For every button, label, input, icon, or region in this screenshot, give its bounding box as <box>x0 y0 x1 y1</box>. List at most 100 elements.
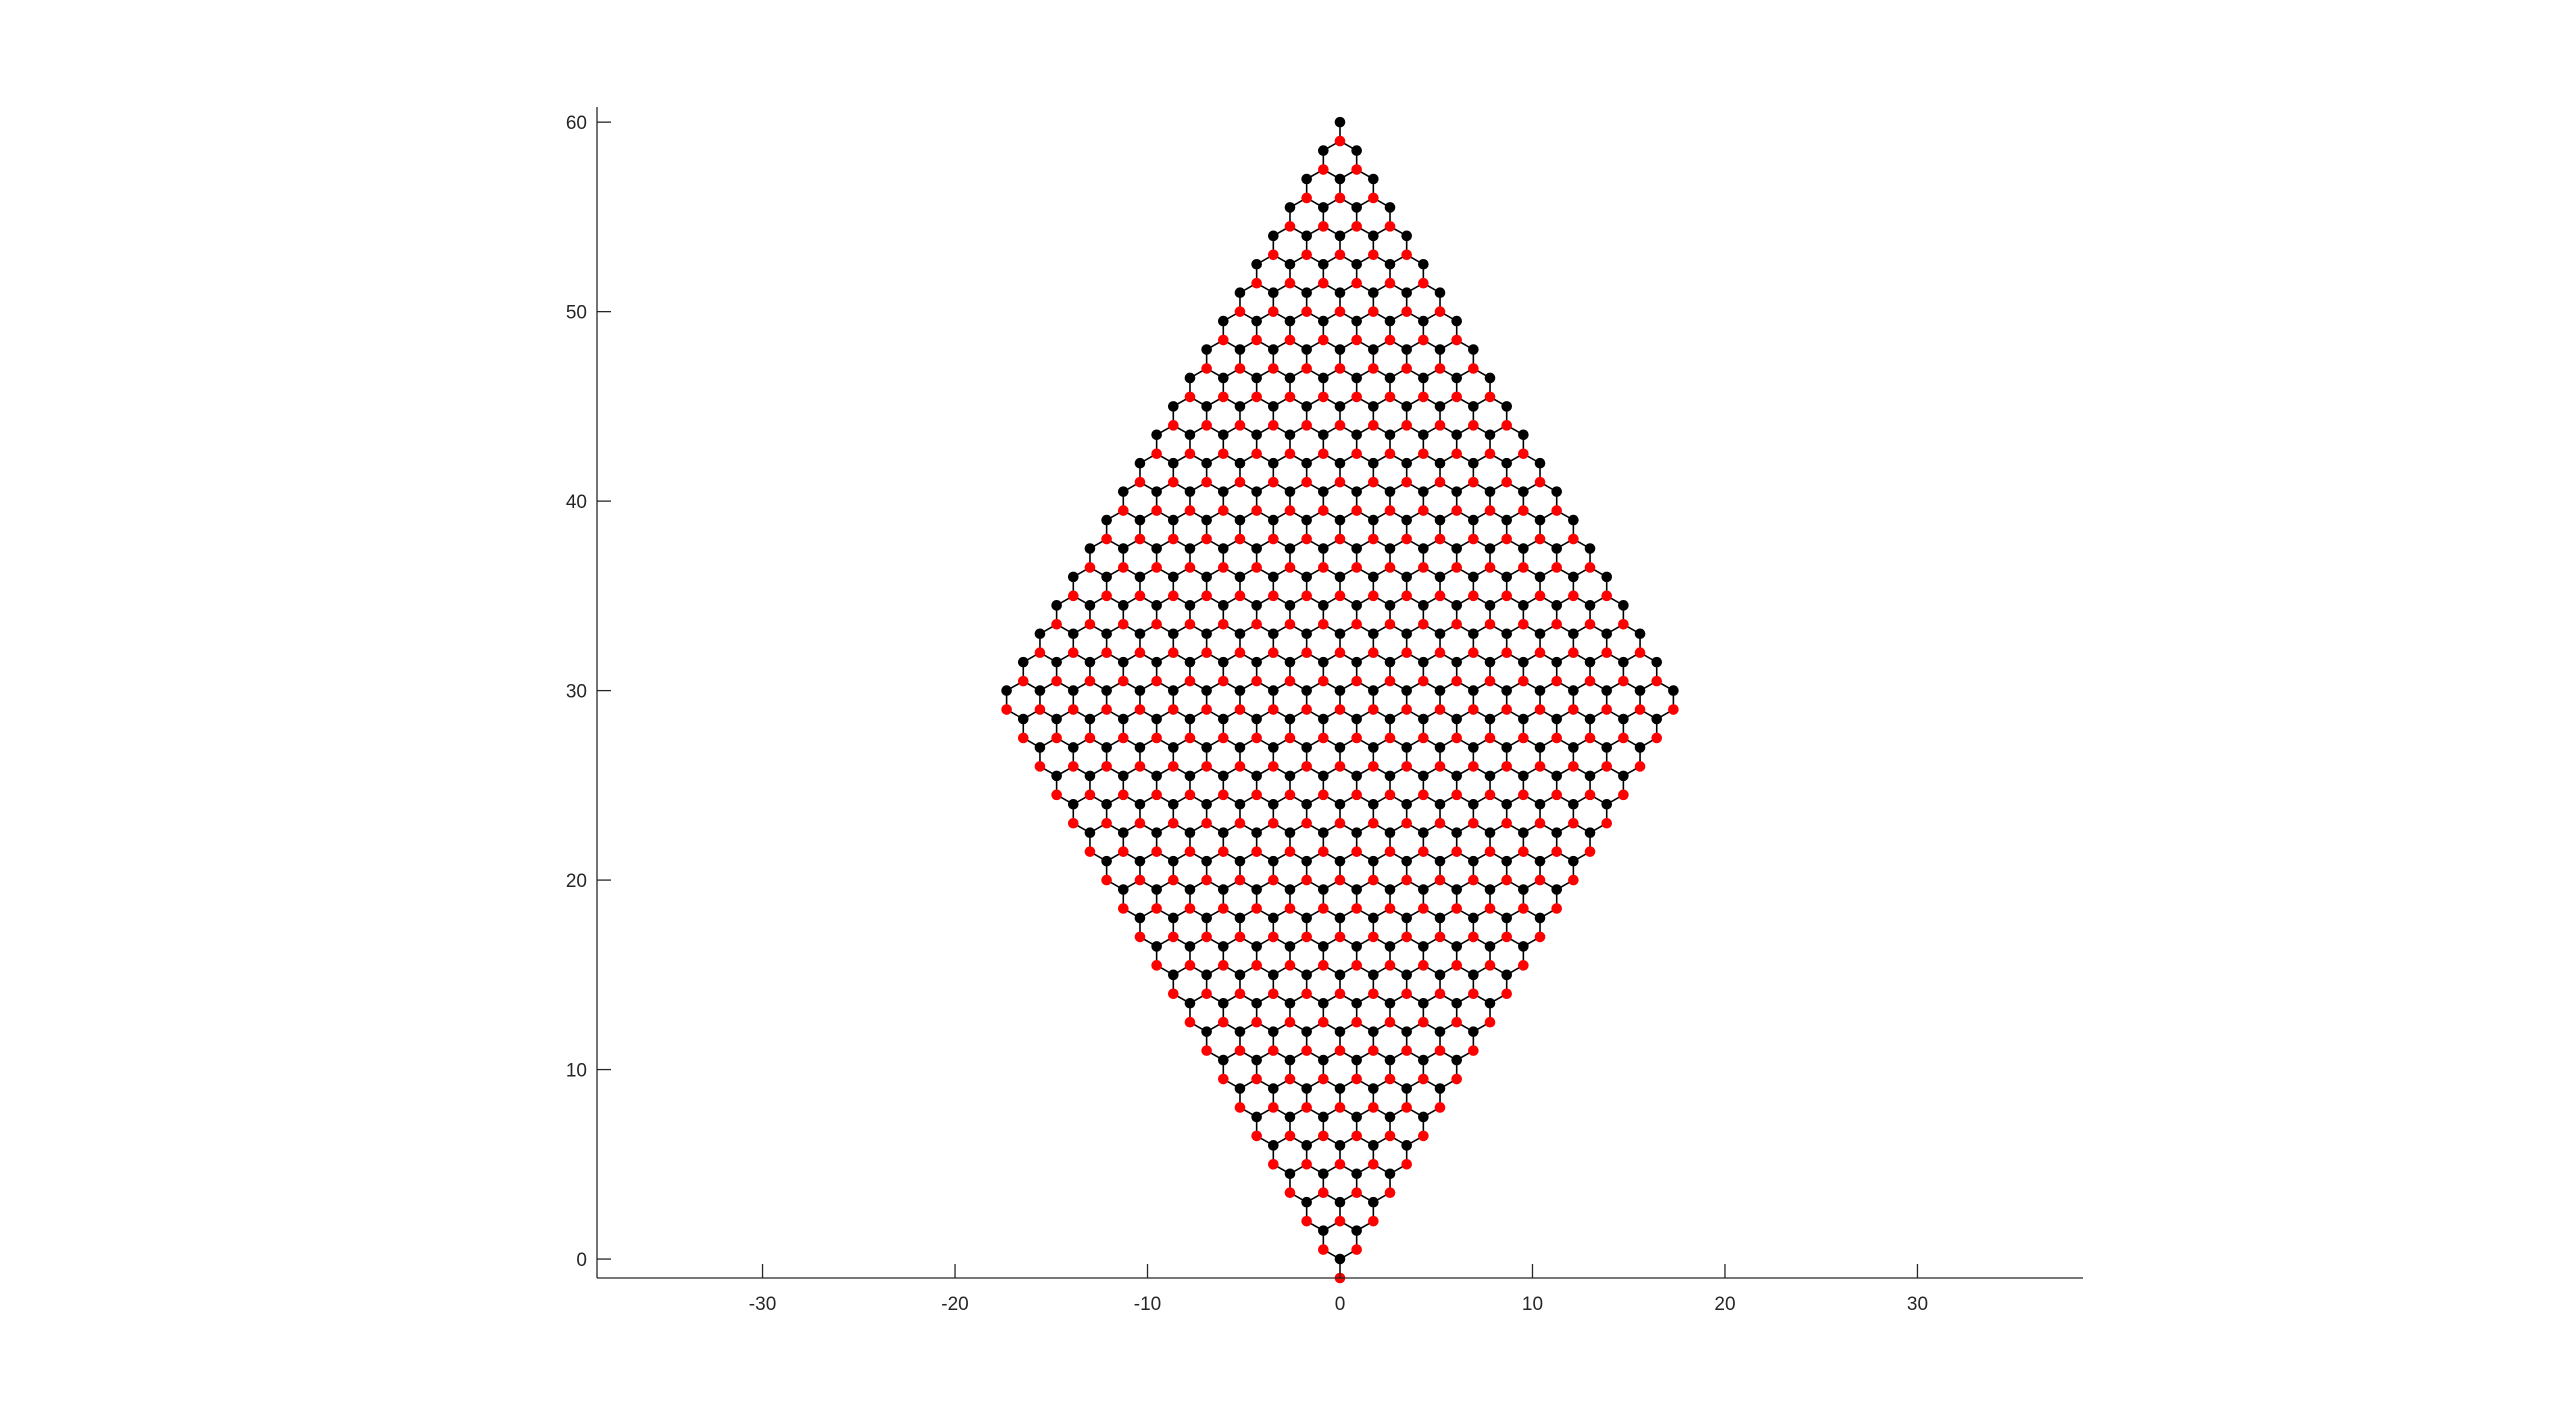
data-point-b <box>1334 476 1346 488</box>
data-point-b <box>1384 334 1396 346</box>
data-point-a <box>1268 798 1279 810</box>
data-point-b <box>1551 846 1562 857</box>
data-point-b <box>1501 761 1512 772</box>
data-point-a <box>1618 600 1629 611</box>
data-point-b <box>1284 846 1296 857</box>
data-point-b <box>1301 533 1312 545</box>
data-point-a <box>1351 713 1362 725</box>
data-point-b <box>1518 675 1529 687</box>
data-point-a <box>1301 1140 1312 1151</box>
data-point-a <box>1418 543 1429 554</box>
data-point-a <box>1401 685 1412 696</box>
data-point-b <box>1634 704 1646 715</box>
data-point-a <box>1234 855 1246 867</box>
data-point-b <box>1351 277 1362 289</box>
data-point-a <box>1301 571 1312 583</box>
data-point-a <box>1568 685 1579 696</box>
data-point-a <box>1384 827 1396 839</box>
data-point-a <box>1618 770 1629 782</box>
data-point-a <box>1368 344 1379 355</box>
data-point-a <box>1234 344 1246 355</box>
data-point-b <box>1318 164 1329 175</box>
data-point-a <box>1251 656 1262 668</box>
data-point-a <box>1051 656 1062 668</box>
data-point-b <box>1301 988 1312 1000</box>
data-point-b <box>1051 789 1062 801</box>
data-point-b <box>1218 732 1229 744</box>
data-point-b <box>1268 1159 1279 1170</box>
data-point-a <box>1334 742 1346 753</box>
data-point-a <box>1184 941 1196 952</box>
data-point-a <box>1101 571 1112 583</box>
data-point-b <box>1534 874 1546 886</box>
data-point-b <box>1601 761 1613 772</box>
data-point-b <box>1284 675 1296 687</box>
data-point-b <box>1084 732 1096 744</box>
data-point-a <box>1518 656 1529 668</box>
data-point-b <box>1268 761 1279 772</box>
data-point-a <box>1218 543 1229 554</box>
data-point-b <box>1301 306 1312 317</box>
data-point-b <box>1218 448 1229 460</box>
data-point-a <box>1334 116 1346 128</box>
data-point-b <box>1251 277 1262 289</box>
data-point-b <box>1501 817 1512 829</box>
data-point-b <box>1518 562 1529 573</box>
data-point-b <box>1368 931 1379 943</box>
data-point-b <box>1251 618 1262 630</box>
data-point-b <box>1284 789 1296 801</box>
data-point-b <box>1601 704 1613 715</box>
data-point-b <box>1584 846 1596 857</box>
data-point-a <box>1101 855 1112 867</box>
data-point-b <box>1201 420 1212 431</box>
data-point-b <box>1201 533 1212 545</box>
data-point-b <box>1168 931 1179 943</box>
data-point-a <box>1468 742 1479 753</box>
data-point-a <box>1551 770 1562 782</box>
data-point-a <box>1251 884 1262 895</box>
data-point-b <box>1534 761 1546 772</box>
data-point-a <box>1334 798 1346 810</box>
data-point-b <box>1318 221 1329 232</box>
data-point-b <box>1418 1016 1429 1028</box>
data-point-b <box>1484 618 1496 630</box>
data-point-a <box>1534 912 1546 924</box>
data-point-a <box>1234 1083 1246 1094</box>
data-point-a <box>1451 770 1462 782</box>
data-point-b <box>1401 704 1412 715</box>
data-point-b <box>1418 1073 1429 1085</box>
data-point-a <box>1168 969 1179 981</box>
data-point-b <box>1301 420 1312 431</box>
data-point-b <box>1268 1045 1279 1056</box>
data-point-b <box>1518 960 1529 971</box>
data-point-b <box>1268 249 1279 261</box>
data-point-a <box>1351 827 1362 839</box>
data-point-b <box>1151 732 1162 744</box>
data-point-b <box>1184 448 1196 460</box>
data-point-a <box>1318 315 1329 327</box>
data-point-b <box>1451 960 1462 971</box>
data-point-b <box>1418 846 1429 857</box>
data-point-a <box>1218 713 1229 725</box>
data-point-a <box>1234 514 1246 526</box>
data-point-a <box>1334 457 1346 469</box>
data-point-a <box>1351 997 1362 1009</box>
data-point-b <box>1468 817 1479 829</box>
data-point-b <box>1351 960 1362 971</box>
data-point-b <box>1234 704 1246 715</box>
data-point-a <box>1268 457 1279 469</box>
data-point-b <box>1201 817 1212 829</box>
data-point-b <box>1067 590 1079 602</box>
data-point-b <box>1534 817 1546 829</box>
data-point-a <box>1368 912 1379 924</box>
data-point-b <box>1384 846 1396 857</box>
data-point-b <box>1268 306 1279 317</box>
data-point-a <box>1468 628 1479 640</box>
data-point-a <box>1401 457 1412 469</box>
data-point-b <box>1451 448 1462 460</box>
x-tick-label: -30 <box>749 1294 776 1315</box>
data-point-a <box>1518 770 1529 782</box>
data-point-b <box>1318 562 1329 573</box>
data-point-b <box>1284 618 1296 630</box>
data-point-b <box>1151 903 1162 914</box>
